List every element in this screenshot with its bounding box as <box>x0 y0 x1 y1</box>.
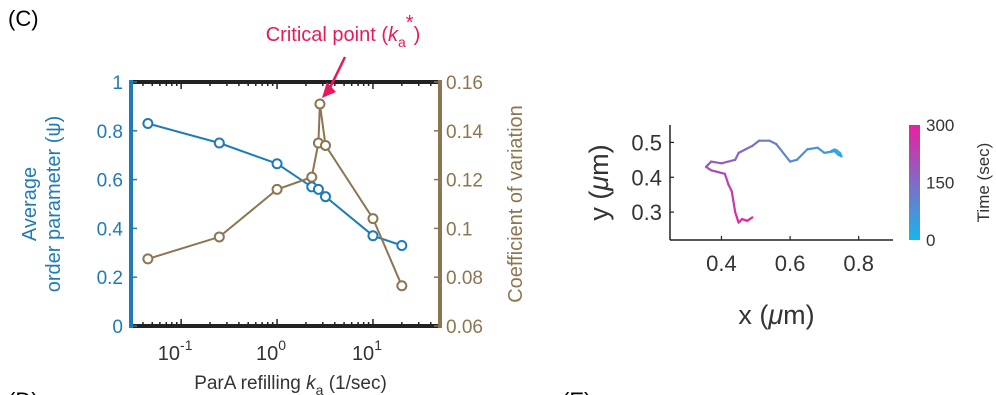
left-axis-label-line1: Average <box>19 167 41 241</box>
series-line-right <box>147 103 403 287</box>
trajectory-segment <box>732 200 737 214</box>
trajectory-segment <box>775 143 785 154</box>
traj-y-tick-label: 0.3 <box>631 200 662 225</box>
series-point-right <box>213 231 225 243</box>
traj-x-tick-label: 0.8 <box>843 251 874 276</box>
right-tick-label: 0.14 <box>446 122 483 143</box>
series-point-right <box>142 253 154 265</box>
trajectory-segment <box>751 139 761 148</box>
annotation-arrow-head <box>321 81 336 98</box>
trajectory-segment <box>782 151 792 163</box>
colorbar-tick-label: 150 <box>926 174 954 193</box>
trajectory-segment <box>710 169 720 174</box>
series-point-left <box>213 137 225 149</box>
x-tick-label: 101 <box>352 337 382 365</box>
trajectory-segment <box>704 160 713 168</box>
right-tick-label: 0.12 <box>446 171 483 192</box>
trajectory-segment <box>795 148 809 161</box>
x-tick-label: 100 <box>256 337 286 365</box>
trajectory-segment <box>746 216 754 222</box>
right-tick-label: 0.08 <box>446 268 483 289</box>
trajectory-segment <box>744 144 754 151</box>
trajectory-segment <box>727 158 737 163</box>
colorbar-label: Time (sec) <box>974 143 993 223</box>
trajectory-segment <box>816 146 826 154</box>
critical-point-annotation: Critical point (ka*) <box>266 12 421 50</box>
series-point-right <box>320 139 332 151</box>
series-point-right <box>271 183 283 195</box>
series-point-left <box>367 230 379 242</box>
series-point-right <box>367 213 379 225</box>
right-axis-label: Coefficient of variation <box>505 105 527 303</box>
traj-x-tick-label: 0.4 <box>706 251 737 276</box>
traj-x-axis-label: x (μm) <box>738 300 814 330</box>
panel-label-d: (D) <box>8 388 39 395</box>
series-point-left <box>320 191 332 203</box>
colorbar-tick-label: 0 <box>926 231 935 250</box>
left-tick-label: 0 <box>112 317 123 338</box>
trajectory-segment <box>788 158 799 163</box>
trajectory-segment <box>737 148 747 154</box>
left-tick-label: 0.4 <box>97 219 124 240</box>
series-point-right <box>306 171 318 183</box>
trajectory-segment <box>823 150 836 154</box>
trajectory-segment <box>710 160 723 165</box>
traj-y-tick-label: 0.4 <box>631 165 662 190</box>
traj-y-axis-label-text: y (μm) <box>584 144 614 220</box>
series-point-left <box>271 158 283 170</box>
traj-x-tick-label: 0.6 <box>775 251 806 276</box>
panel-label-e: (E) <box>562 388 591 395</box>
colorbar-tick-label: 300 <box>926 116 954 135</box>
left-tick-label: 0.2 <box>97 268 123 289</box>
right-tick-label: 0.1 <box>446 219 472 240</box>
traj-y-axis-label: y (μm) <box>584 144 614 220</box>
left-axis-label: Average order parameter (ψ) <box>19 116 65 293</box>
series-point-right <box>314 98 326 110</box>
colorbar <box>909 125 920 240</box>
trajectory-segment <box>723 172 730 186</box>
trajectory-segment <box>720 160 730 165</box>
series-point-left <box>396 239 408 251</box>
panel-label-c: (C) <box>8 6 39 31</box>
series-point-left <box>312 183 324 195</box>
left-tick-label: 0.6 <box>97 171 123 192</box>
trajectory-segment <box>730 190 735 203</box>
series-point-right <box>396 280 408 292</box>
x-tick-label: 10-1 <box>158 337 193 365</box>
series-point-left <box>142 117 154 129</box>
trajectory-segment <box>806 146 819 151</box>
left-tick-label: 1 <box>112 73 123 94</box>
right-axis-label-text: Coefficient of variation <box>505 105 527 303</box>
x-axis-label: ParA refilling ka (1/sec) <box>194 373 387 395</box>
annotation-arrow-shaft <box>326 56 347 93</box>
left-tick-label: 0.8 <box>97 122 123 143</box>
trajectory-segment <box>768 139 778 146</box>
traj-y-tick-label: 0.5 <box>631 130 662 155</box>
colorbar-label-text: Time (sec) <box>974 143 993 223</box>
right-tick-label: 0.16 <box>446 73 483 94</box>
right-tick-label: 0.06 <box>446 317 483 338</box>
trajectory-segment <box>734 151 740 161</box>
trajectory-segment <box>716 170 726 175</box>
trajectory-segment <box>727 183 733 193</box>
left-axis-label-line2: order parameter (ψ) <box>43 116 65 293</box>
